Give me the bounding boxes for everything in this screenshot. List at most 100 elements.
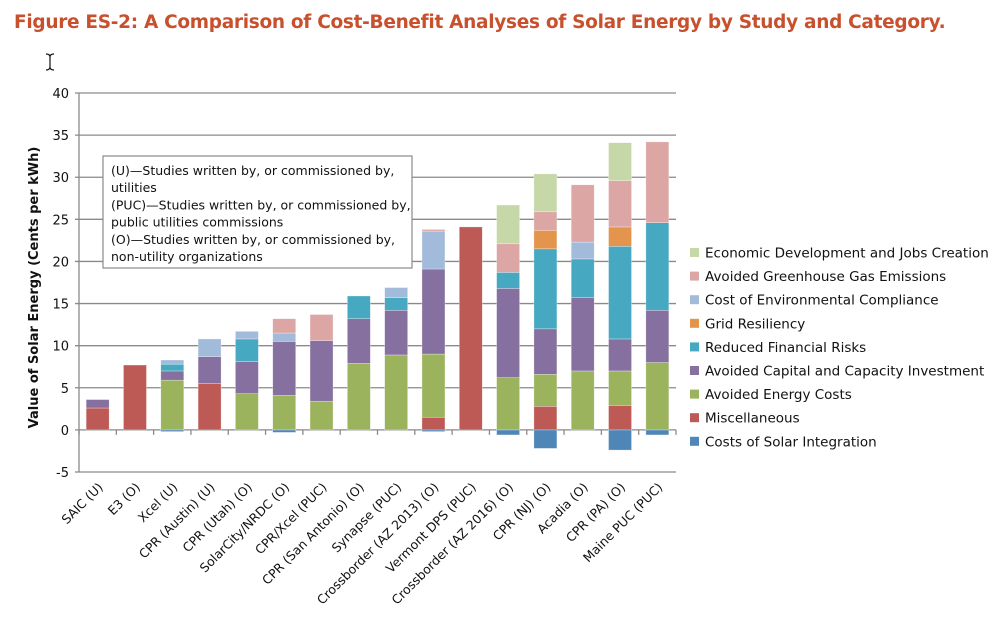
bar-segment [421,229,446,232]
bar-segment [608,405,632,431]
legend-label: Miscellaneous [705,411,800,427]
legend-swatch [690,436,699,446]
legend: Economic Development and Jobs Creation Av… [690,246,989,450]
bar-segment [160,363,185,372]
legend-label: Avoided Greenhouse Gas Emissions [705,269,946,285]
bar-segment [608,226,632,247]
legend-swatch [690,342,699,352]
y-tick-label: 0 [61,424,69,439]
legend-swatch [690,318,699,328]
y-tick-label: 10 [52,340,69,355]
y-tick-label: 25 [52,213,69,228]
bar-segment [570,184,595,243]
bar-segment [421,230,446,270]
x-tick-label: SAIC (U) [58,480,105,527]
bar-segment [533,328,558,375]
bar-segment [608,142,632,181]
bar-segment [496,288,520,378]
bar-segment [533,248,558,330]
legend-swatch [690,389,699,399]
bar-segment [85,407,110,431]
bar-segment [384,287,408,298]
bar-segment [645,309,670,363]
bar-segment [197,356,222,384]
bar-segment [197,338,222,357]
bar-segment [496,377,520,431]
bar-segment [533,211,558,231]
y-tick-label: -5 [56,466,69,481]
bar-segment [272,395,297,431]
bar-segment [384,309,408,356]
bar-segment [272,429,297,433]
legend-label: Reduced Financial Risks [705,340,866,356]
bar-segment [309,400,334,431]
bar-segment [496,204,520,245]
bar-segment [85,399,110,409]
legend-swatch [690,366,699,375]
bar-segment [235,331,259,340]
y-tick-label: 5 [61,382,69,397]
bar-segment [421,353,446,418]
bar-segment [272,341,297,396]
bar-segment [608,429,632,451]
annotation-line: (U)—Studies written by, or commissioned … [111,163,394,178]
annotation-line: (PUC)—Studies written by, or commissione… [111,197,411,212]
bar-segment [458,226,483,431]
bar-segment [570,258,595,298]
bar-segment [272,318,297,334]
y-axis-title: Value of Solar Energy (Cents per kWh) [27,147,42,429]
bar-segment [645,141,670,224]
y-tick-label: 40 [52,87,69,102]
annotation-line: public utilities commissions [111,215,283,230]
legend-label: Grid Resiliency [705,316,805,332]
text-cursor-icon [45,53,55,71]
bar-segment [645,362,670,431]
bar-segment [533,229,558,250]
legend-label: Costs of Solar Integration [705,434,877,450]
bar-segment [347,295,371,320]
bar-segment [496,272,520,289]
legend-swatch [690,413,699,423]
bar-segment [235,338,259,362]
bar-segment [570,297,595,372]
legend-swatch [690,271,699,281]
bar-segment [645,429,670,436]
bar-segment [384,297,408,311]
legend-label: Cost of Environmental Compliance [705,293,939,309]
annotation-line: (O)—Studies written by, or commissioned … [111,232,395,247]
bar-segment [160,359,185,365]
legend-label: Avoided Energy Costs [705,387,852,403]
bar-segment [533,173,558,213]
bar-segment [608,338,632,372]
legend-label: Economic Development and Jobs Creation [705,246,989,262]
bar-segment [421,268,446,355]
bar-segment [496,243,520,273]
bar-segment [197,383,222,431]
y-tick-label: 15 [52,298,69,313]
bar-segment [570,241,595,260]
bar-segment [235,361,259,394]
bar-segment [570,370,595,431]
bar-segment [608,370,632,406]
bar-segment [645,222,670,311]
annotation-box: (U)—Studies written by, or commissioned … [102,155,413,269]
bar-segment [533,374,558,407]
bar-segment [235,393,259,431]
bar-segment [309,340,334,402]
bar-segment [533,406,558,431]
annotation-border [102,155,413,269]
bar-segment [347,363,371,431]
legend-swatch [690,295,699,305]
bar-segment [347,318,371,364]
bar-segment [384,354,408,431]
bar-segment [608,245,632,340]
y-tick-label: 20 [52,255,69,270]
y-tick-label: 35 [52,129,69,144]
bar-segment [272,332,297,342]
y-tick-label: 30 [52,171,69,186]
bar-segment [123,364,147,431]
annotation-line: non-utility organizations [111,249,263,264]
annotation-line: utilities [111,180,157,195]
figure-title: Figure ES-2: A Comparison of Cost-Benefi… [14,12,946,33]
